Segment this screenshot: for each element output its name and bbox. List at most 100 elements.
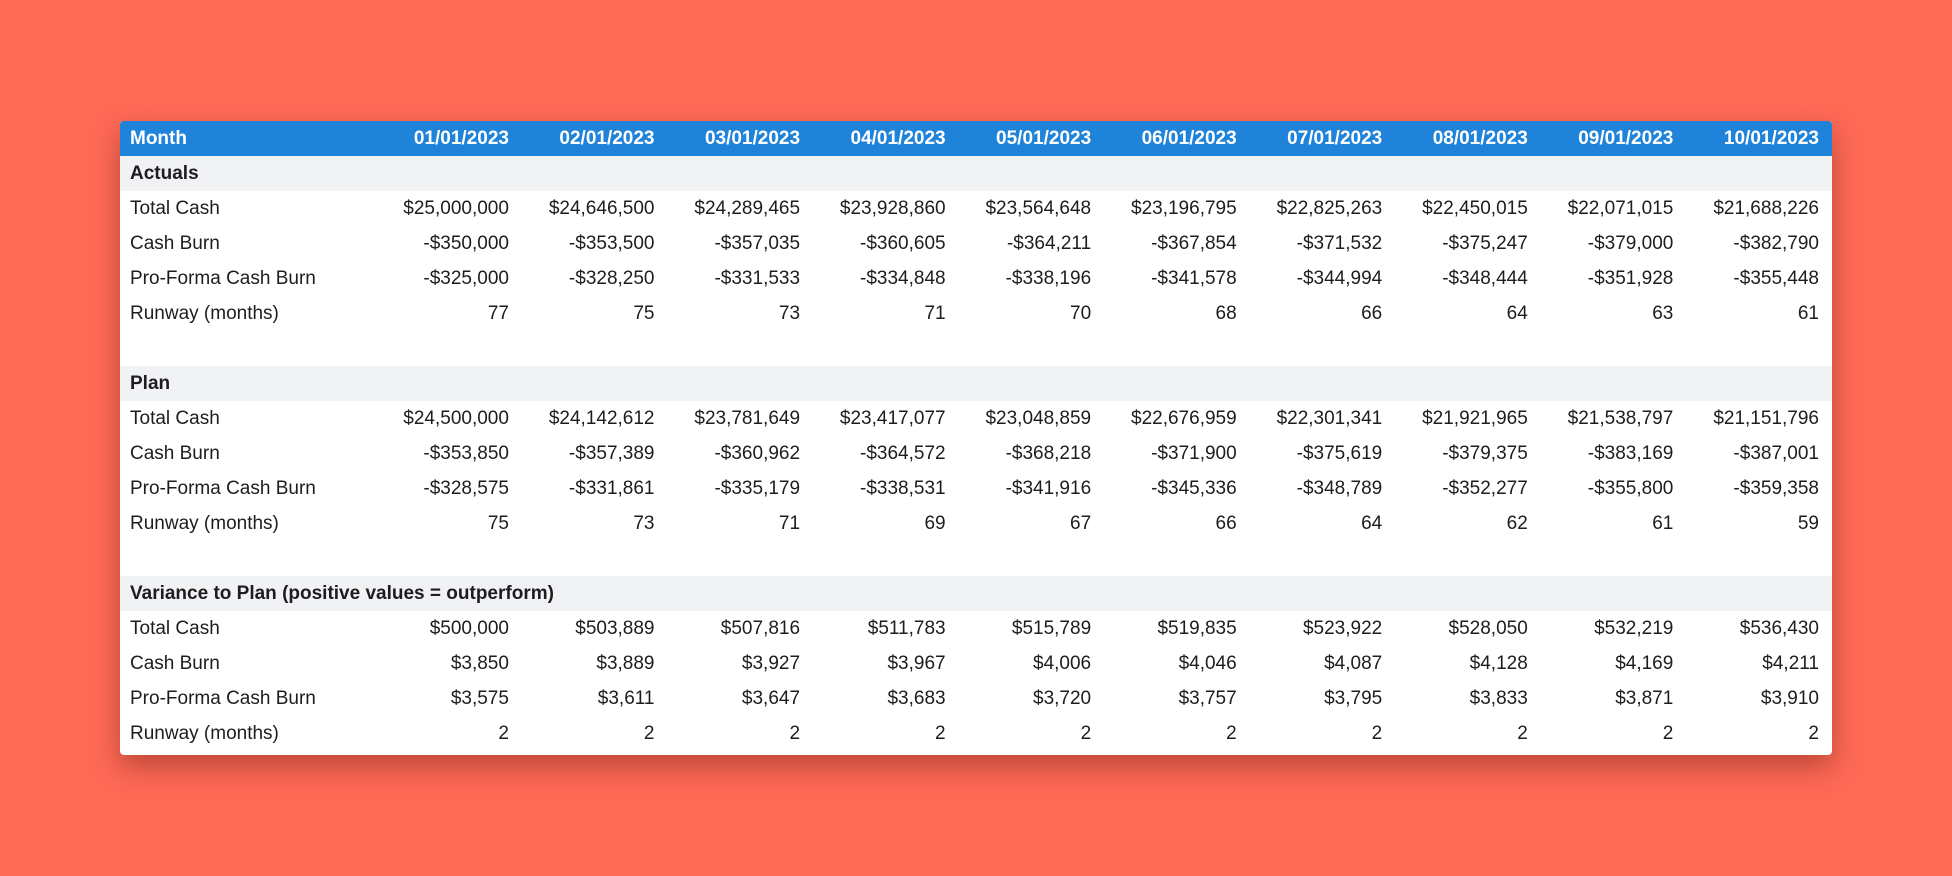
value-cell: $3,720 (1033, 687, 1092, 709)
header-cell: Month (120, 121, 377, 156)
value-cell: -$348,444 (1442, 267, 1528, 289)
section-header-row: Plan (120, 366, 1832, 401)
row-label: Runway (months) (130, 512, 279, 534)
value-cell: 2 (1662, 722, 1674, 744)
row-label: Cash Burn (130, 652, 220, 674)
value-cell: -$353,850 (423, 442, 509, 464)
value-cell: $22,301,341 (1276, 407, 1383, 429)
value-cell: $23,048,859 (985, 407, 1092, 429)
value-cell: 2 (1371, 722, 1383, 744)
row-label: Runway (months) (130, 722, 279, 744)
value-cell: $4,046 (1178, 652, 1237, 674)
value-cell: $511,783 (867, 617, 946, 639)
value-cell: $24,646,500 (548, 197, 655, 219)
value-cell: 71 (778, 512, 801, 534)
value-cell: 2 (935, 722, 946, 744)
value-cell: -$359,358 (1733, 477, 1819, 499)
value-cell: 73 (778, 302, 801, 324)
value-cell: -$357,389 (568, 442, 655, 464)
header-row: Month 01/01/2023 02/01/2023 03/01/2023 0… (120, 121, 1832, 156)
value-cell: 2 (789, 722, 801, 744)
value-cell: 63 (1652, 302, 1674, 324)
value-cell: $25,000,000 (403, 197, 509, 219)
section-title: Variance to Plan (positive values = outp… (120, 576, 1832, 611)
section-header-row: Actuals (120, 156, 1832, 191)
value-cell: $22,450,015 (1422, 197, 1528, 219)
value-cell: 75 (633, 302, 655, 324)
value-cell: 75 (487, 512, 509, 534)
value-cell: $23,928,860 (839, 197, 946, 219)
value-cell: $23,781,649 (694, 407, 801, 429)
value-cell: 59 (1797, 512, 1819, 534)
spacer-cell (120, 331, 1832, 366)
value-cell: -$382,790 (1733, 232, 1819, 254)
value-cell: -$357,035 (714, 232, 801, 254)
header-cell: 07/01/2023 (1249, 121, 1396, 156)
value-cell: $23,564,648 (985, 197, 1092, 219)
value-cell: $3,757 (1178, 687, 1237, 709)
table-row: Total Cash $500,000 $503,889 $507,816 $511,7… (120, 611, 1832, 646)
value-cell: 62 (1506, 512, 1528, 534)
value-cell: 70 (1070, 302, 1092, 324)
table-row: Cash Burn -$353,850 -$357,389 -$360,962 -$36… (120, 436, 1832, 471)
value-cell: 64 (1506, 302, 1528, 324)
row-label: Runway (months) (130, 302, 279, 324)
header-cell: 03/01/2023 (667, 121, 814, 156)
value-cell: -$341,578 (1151, 267, 1237, 289)
row-label: Total Cash (130, 617, 220, 639)
value-cell: -$387,001 (1733, 442, 1819, 464)
value-cell: -$351,928 (1587, 267, 1674, 289)
value-cell: 2 (643, 722, 655, 744)
value-cell: -$328,250 (568, 267, 655, 289)
value-cell: 2 (1517, 722, 1528, 744)
value-cell: -$364,572 (860, 442, 946, 464)
value-cell: -$367,854 (1151, 232, 1237, 254)
value-cell: $4,211 (1762, 652, 1819, 674)
header-cell: 04/01/2023 (813, 121, 959, 156)
value-cell: 2 (1226, 722, 1237, 744)
value-cell: $3,910 (1760, 687, 1819, 709)
value-cell: $22,676,959 (1131, 407, 1237, 429)
row-label: Total Cash (130, 407, 220, 429)
value-cell: -$364,211 (1006, 232, 1092, 254)
cash-runway-table: Month 01/01/2023 02/01/2023 03/01/2023 0… (120, 121, 1832, 751)
value-cell: $3,850 (450, 652, 509, 674)
value-cell: -$360,605 (860, 232, 946, 254)
value-cell: -$360,962 (714, 442, 801, 464)
value-cell: $3,871 (1615, 687, 1674, 709)
table-row: Runway (months) 75 73 71 69 67 66 64 62 61 59 (120, 506, 1832, 541)
value-cell: $4,169 (1615, 652, 1674, 674)
value-cell: -$379,375 (1442, 442, 1528, 464)
value-cell: -$375,247 (1442, 232, 1528, 254)
value-cell: $21,151,796 (1713, 407, 1819, 429)
value-cell: $519,835 (1157, 617, 1237, 639)
value-cell: $536,430 (1739, 617, 1819, 639)
value-cell: $528,050 (1448, 617, 1528, 639)
row-label: Total Cash (130, 197, 220, 219)
value-cell: -$371,532 (1296, 232, 1383, 254)
value-cell: $3,833 (1469, 687, 1528, 709)
value-cell: $4,006 (1033, 652, 1092, 674)
value-cell: -$325,000 (423, 267, 509, 289)
value-cell: -$375,619 (1296, 442, 1383, 464)
value-cell: -$350,000 (423, 232, 509, 254)
value-cell: -$345,336 (1151, 477, 1237, 499)
value-cell: $3,967 (887, 652, 946, 674)
value-cell: -$328,575 (423, 477, 509, 499)
value-cell: -$334,848 (860, 267, 946, 289)
value-cell: -$379,000 (1587, 232, 1674, 254)
row-label: Cash Burn (130, 232, 220, 254)
value-cell: 61 (1652, 512, 1674, 534)
value-cell: -$355,800 (1587, 477, 1674, 499)
value-cell: 2 (1808, 722, 1819, 744)
row-label: Cash Burn (130, 442, 220, 464)
table-row: Total Cash $24,500,000 $24,142,612 $23,781,… (120, 401, 1832, 436)
value-cell: -$355,448 (1733, 267, 1819, 289)
value-cell: -$338,531 (860, 477, 946, 499)
cash-runway-table-card: Month 01/01/2023 02/01/2023 03/01/2023 0… (120, 121, 1832, 755)
value-cell: 61 (1797, 302, 1819, 324)
table-row: Pro-Forma Cash Burn $3,575 $3,611 $3,647 $3,… (120, 681, 1832, 716)
value-cell: -$383,169 (1587, 442, 1674, 464)
row-label: Pro-Forma Cash Burn (130, 267, 316, 289)
value-cell: $3,611 (597, 687, 655, 709)
